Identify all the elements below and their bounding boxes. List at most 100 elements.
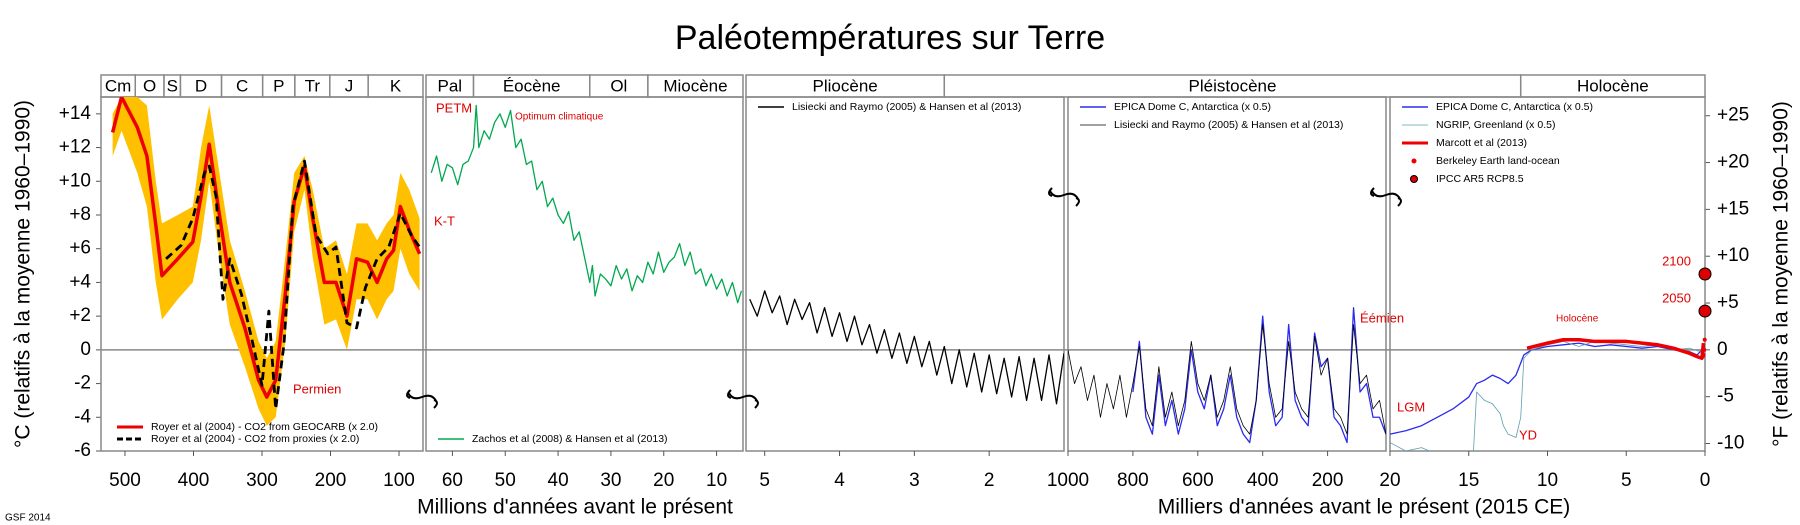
- panel-plot: [430, 104, 743, 304]
- y-tick-label: -6: [74, 440, 91, 461]
- series-line: [1390, 342, 1705, 435]
- panel-plot: [749, 290, 1064, 405]
- panel-plot: [1068, 307, 1386, 444]
- period-label: Pliocène: [813, 76, 878, 95]
- axis-break: [728, 392, 758, 402]
- y-tick-label: +12: [59, 137, 91, 158]
- x-tick-label: 20: [653, 470, 674, 491]
- period-label: Cm: [105, 76, 131, 95]
- y-tick-label: -2: [74, 373, 91, 394]
- series-line: [110, 97, 422, 399]
- legend-label: EPICA Dome C, Antarctica (x 0.5): [1436, 101, 1593, 113]
- y2-tick-label: -10: [1717, 433, 1744, 454]
- x-axis-label: Milliers d'années avant le présent (2015…: [1158, 496, 1571, 519]
- x-tick-label: 60: [442, 470, 463, 491]
- legend-marker: [1411, 158, 1417, 164]
- x-tick-label: 100: [383, 470, 415, 491]
- period-label: Pléistocène: [1189, 76, 1277, 95]
- period-label: J: [345, 76, 354, 95]
- series-line: [430, 104, 743, 304]
- x-tick-label: 800: [1117, 470, 1149, 491]
- x-tick-label: 300: [246, 470, 278, 491]
- series-line: [1390, 341, 1705, 451]
- y2-tick-label: +10: [1717, 245, 1749, 266]
- data-point: [1702, 347, 1707, 352]
- axis-break: [406, 389, 438, 409]
- annotation: Permien: [293, 381, 341, 396]
- y-tick-label: +10: [59, 170, 91, 191]
- y2-tick-label: +5: [1717, 292, 1739, 313]
- y2-axis-label: °F (relatifs à la moyenne 1960–1990): [1770, 101, 1793, 447]
- axis-break: [407, 392, 437, 402]
- x-tick-label: 10: [1537, 470, 1558, 491]
- legend-label: IPCC AR5 RCP8.5: [1436, 173, 1524, 185]
- legend-label: Royer et al (2004) - CO2 from proxies (x…: [151, 433, 359, 445]
- axis-break: [727, 389, 759, 409]
- series-line: [749, 290, 1064, 405]
- period-label: C: [236, 76, 248, 95]
- annotation: YD: [1519, 427, 1537, 442]
- period-label: O: [143, 76, 156, 95]
- y2-tick-label: 0: [1717, 339, 1728, 360]
- y2-tick-label: +15: [1717, 198, 1749, 219]
- x-tick-label: 4: [834, 470, 845, 491]
- period-label: Holocène: [1577, 76, 1649, 95]
- point-label: 2100: [1662, 253, 1691, 268]
- legend-label: NGRIP, Greenland (x 0.5): [1436, 119, 1555, 131]
- x-tick-label: 200: [1312, 470, 1344, 491]
- y-axis-label: °C (relatifs à la moyenne 1960–1990): [12, 100, 35, 448]
- panel-frame: [1389, 96, 1706, 452]
- data-point: [1698, 304, 1712, 318]
- axis-break: [1370, 187, 1402, 207]
- panel-plot: [1390, 337, 1705, 451]
- series-line: [1526, 337, 1705, 361]
- axis-break: [1371, 190, 1401, 200]
- legend-label: Lisiecki and Raymo (2005) & Hansen et al…: [792, 101, 1021, 113]
- y-tick-label: +14: [59, 103, 92, 124]
- annotation: K-T: [434, 213, 455, 228]
- legend-marker: [1410, 175, 1418, 183]
- series-line: [1068, 324, 1386, 435]
- x-tick-label: 30: [600, 470, 621, 491]
- panel-frame: [425, 96, 744, 452]
- legend-label: Berkeley Earth land-ocean: [1436, 155, 1560, 167]
- annotation: Holocène: [1556, 314, 1599, 325]
- x-tick-label: 400: [1247, 470, 1279, 491]
- x-tick-label: 500: [109, 470, 141, 491]
- x-tick-label: 2: [984, 470, 995, 491]
- y-tick-label: +6: [69, 238, 91, 259]
- chart-title: Paléotempératures sur Terre: [675, 19, 1105, 57]
- panel-frame: [745, 96, 1065, 452]
- annotation: Optimum climatique: [515, 112, 604, 123]
- footer: GSF 2014: [5, 513, 51, 524]
- data-point: [1701, 352, 1706, 357]
- data-point: [1698, 267, 1712, 281]
- legend-label: EPICA Dome C, Antarctica (x 0.5): [1114, 101, 1271, 113]
- period-label: Éocène: [503, 76, 561, 95]
- x-tick-label: 1000: [1047, 470, 1089, 491]
- annotation: LGM: [1397, 399, 1425, 414]
- legend-label: Marcott et al (2013): [1436, 137, 1527, 149]
- panel-frame: [1067, 96, 1387, 452]
- legend-label: Lisiecki and Raymo (2005) & Hansen et al…: [1114, 119, 1343, 131]
- period-label: K: [390, 76, 402, 95]
- period-label: Tr: [305, 76, 321, 95]
- x-tick-label: 10: [706, 470, 727, 491]
- y-tick-label: +8: [69, 204, 91, 225]
- x-tick-label: 50: [495, 470, 516, 491]
- point-label: 2050: [1662, 291, 1691, 306]
- x-tick-label: 5: [1621, 470, 1632, 491]
- x-tick-label: 600: [1182, 470, 1214, 491]
- period-label: Pal: [437, 76, 462, 95]
- axis-break: [1048, 187, 1080, 207]
- data-point: [1702, 337, 1707, 342]
- period-label: Ol: [610, 76, 627, 95]
- annotation: PETM: [436, 100, 472, 115]
- legend-label: Royer et al (2004) - CO2 from GEOCARB (x…: [151, 421, 378, 433]
- y-tick-label: +2: [69, 305, 91, 326]
- panel-plot: [110, 97, 422, 426]
- x-tick-label: 400: [178, 470, 210, 491]
- x-tick-label: 15: [1458, 470, 1479, 491]
- x-tick-label: 20: [1379, 470, 1400, 491]
